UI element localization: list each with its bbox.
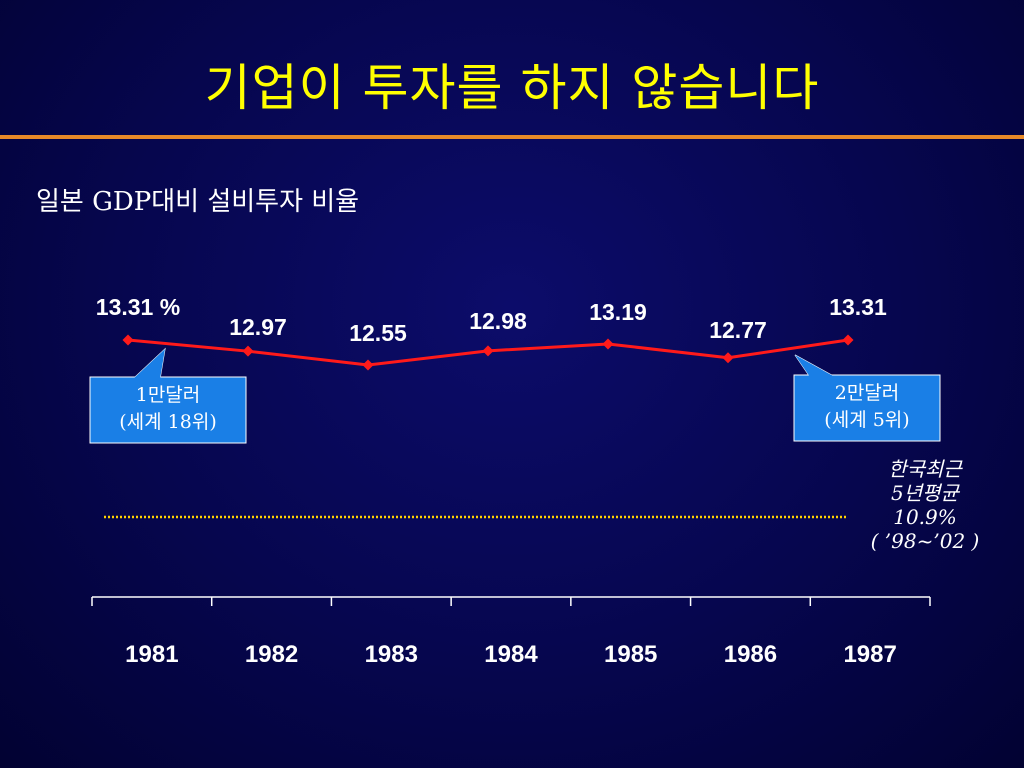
x-tick-label: 1984 (484, 641, 538, 668)
x-tick-label: 1981 (125, 641, 178, 668)
x-tick-label: 1982 (245, 641, 298, 668)
data-point (362, 359, 374, 371)
callout-box: 1만달러 (세계 18위) (89, 347, 247, 444)
x-tick-label: 1985 (604, 641, 657, 668)
chart-subtitle: 일본 GDP대비 설비투자 비율 (36, 187, 360, 217)
data-label: 13.19 (589, 299, 647, 325)
data-point (722, 352, 734, 364)
data-point (602, 338, 614, 350)
callout-text-line: (세계 18위) (119, 411, 216, 433)
data-point (842, 334, 854, 346)
callout-text-line: 2만달러 (835, 382, 900, 404)
data-label: 13.31 (829, 294, 887, 320)
callout-box: 2만달러 (세계 5위) (793, 354, 941, 442)
data-label: 12.97 (229, 314, 287, 340)
data-label: 12.77 (709, 317, 767, 343)
callout-pointer-fill (133, 349, 165, 379)
data-point (122, 334, 134, 346)
callout-rect (793, 374, 941, 442)
data-label: 12.98 (469, 308, 527, 334)
note-line-3: 10.9% (893, 505, 957, 529)
data-label: 13.31 % (96, 294, 180, 320)
callout-text-line: (세계 5위) (824, 409, 909, 431)
note-line-2: 5년평균 (891, 481, 959, 505)
title-divider (0, 135, 1024, 139)
callout-text-line: 1만달러 (136, 384, 201, 406)
data-label: 12.55 (349, 320, 407, 346)
callout-pointer-fill (795, 355, 835, 377)
slide-title: 기업이 투자를 하지 않습니다 (204, 59, 820, 117)
x-tick-label: 1987 (843, 641, 896, 668)
callout-rect (89, 376, 247, 444)
x-tick-label: 1983 (365, 641, 418, 668)
note-line-1: 한국최근 (888, 457, 962, 481)
korea-average-note: 한국최근 5년평균 10.9% ( ’98~’02 ) (850, 457, 1000, 553)
data-point (242, 345, 254, 357)
note-line-4: ( ’98~’02 ) (870, 529, 980, 553)
data-point (482, 345, 494, 357)
x-tick-label: 1986 (724, 641, 777, 668)
